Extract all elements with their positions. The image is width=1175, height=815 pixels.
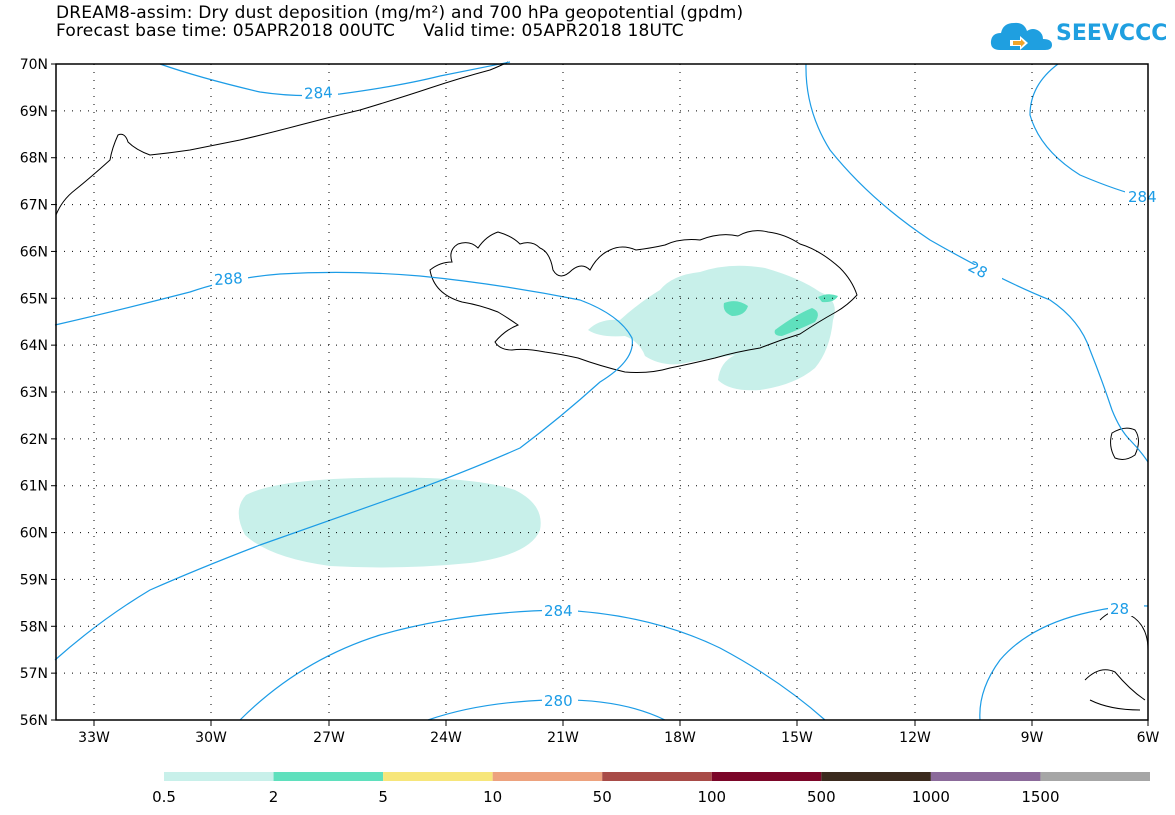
geopotential-contours <box>54 61 1149 721</box>
legend-label: 500 <box>807 788 836 806</box>
dust-deposition-shading <box>238 265 838 568</box>
axis-labels: 33W 30W 27W 24W 21W 18W 15W 12W 9W 6W 70N 69N 68N 67N… <box>20 57 1160 746</box>
contour-28-se <box>979 605 1149 721</box>
legend-label: 2 <box>269 788 279 806</box>
legend-label: 100 <box>697 788 726 806</box>
contour-284-north <box>159 61 511 97</box>
lon-label: 6W <box>1137 730 1160 746</box>
contour-label: 288 <box>213 269 243 289</box>
cloud-icon <box>990 22 1052 50</box>
contour-label: 280 <box>544 692 573 710</box>
lon-label: 30W <box>195 730 227 746</box>
forecast-times: Forecast base time: 05APR2018 00UTC Vali… <box>56 21 684 41</box>
lat-label: 63N <box>20 385 48 401</box>
legend-swatch <box>930 772 1041 781</box>
lat-label: 66N <box>20 244 48 260</box>
lat-label: 68N <box>20 151 48 167</box>
lat-label: 61N <box>20 479 48 495</box>
lat-label: 69N <box>20 104 48 120</box>
legend-swatch <box>383 772 493 781</box>
lat-label: 56N <box>20 713 48 729</box>
contour-28-ne <box>1029 63 1149 199</box>
scotland-coast <box>1110 427 1139 460</box>
contour-label: 284 <box>544 602 573 620</box>
legend-swatch <box>1040 772 1150 781</box>
legend-label: 50 <box>593 788 612 806</box>
contour-284-east <box>805 63 1149 463</box>
lon-label: 9W <box>1021 730 1044 746</box>
contour-labels: 284 288 284 28 284 280 28 <box>212 83 1157 710</box>
legend-swatch <box>273 772 384 781</box>
legend-label: 0.5 <box>152 788 176 806</box>
contour-284-south <box>239 609 826 721</box>
legend-swatch <box>711 772 822 781</box>
lon-label: 24W <box>430 730 462 746</box>
legend-swatch <box>492 772 603 781</box>
lat-label: 58N <box>20 619 48 635</box>
lon-label: 33W <box>78 730 110 746</box>
lat-label: 60N <box>20 526 48 542</box>
lat-label: 59N <box>20 572 48 588</box>
greenland-coast <box>55 61 509 216</box>
legend-label: 10 <box>483 788 502 806</box>
contour-288 <box>54 271 633 661</box>
seevccc-logo: SEEVCCC <box>990 18 1167 54</box>
lon-label: 12W <box>899 730 931 746</box>
legend-swatch <box>602 772 712 781</box>
contour-label: 284 <box>1128 188 1157 206</box>
norway-coast <box>1084 610 1149 711</box>
iceland-coast <box>429 230 858 373</box>
lat-label: 65N <box>20 291 48 307</box>
lat-label: 70N <box>20 57 48 73</box>
legend-swatch <box>164 772 274 781</box>
lon-label: 21W <box>547 730 579 746</box>
legend: 0.5 2 5 10 50 100 500 1000 1500 <box>152 772 1150 806</box>
legend-label: 1000 <box>912 788 950 806</box>
logo-text: SEEVCCC <box>1056 21 1168 46</box>
lon-label: 15W <box>781 730 813 746</box>
lon-label: 27W <box>313 730 345 746</box>
map-title: DREAM8-assim: Dry dust deposition (mg/m²… <box>56 3 744 23</box>
lat-label: 62N <box>20 432 48 448</box>
lat-lon-grid <box>56 64 1148 720</box>
contour-label: 284 <box>304 83 334 102</box>
lon-label: 18W <box>664 730 696 746</box>
lat-label: 57N <box>20 666 48 682</box>
lat-label: 64N <box>20 338 48 354</box>
legend-label: 1500 <box>1021 788 1059 806</box>
coastlines <box>55 61 1149 711</box>
legend-swatch <box>821 772 931 781</box>
lat-label: 67N <box>20 198 48 214</box>
legend-label: 5 <box>378 788 388 806</box>
contour-label: 28 <box>1110 600 1129 618</box>
